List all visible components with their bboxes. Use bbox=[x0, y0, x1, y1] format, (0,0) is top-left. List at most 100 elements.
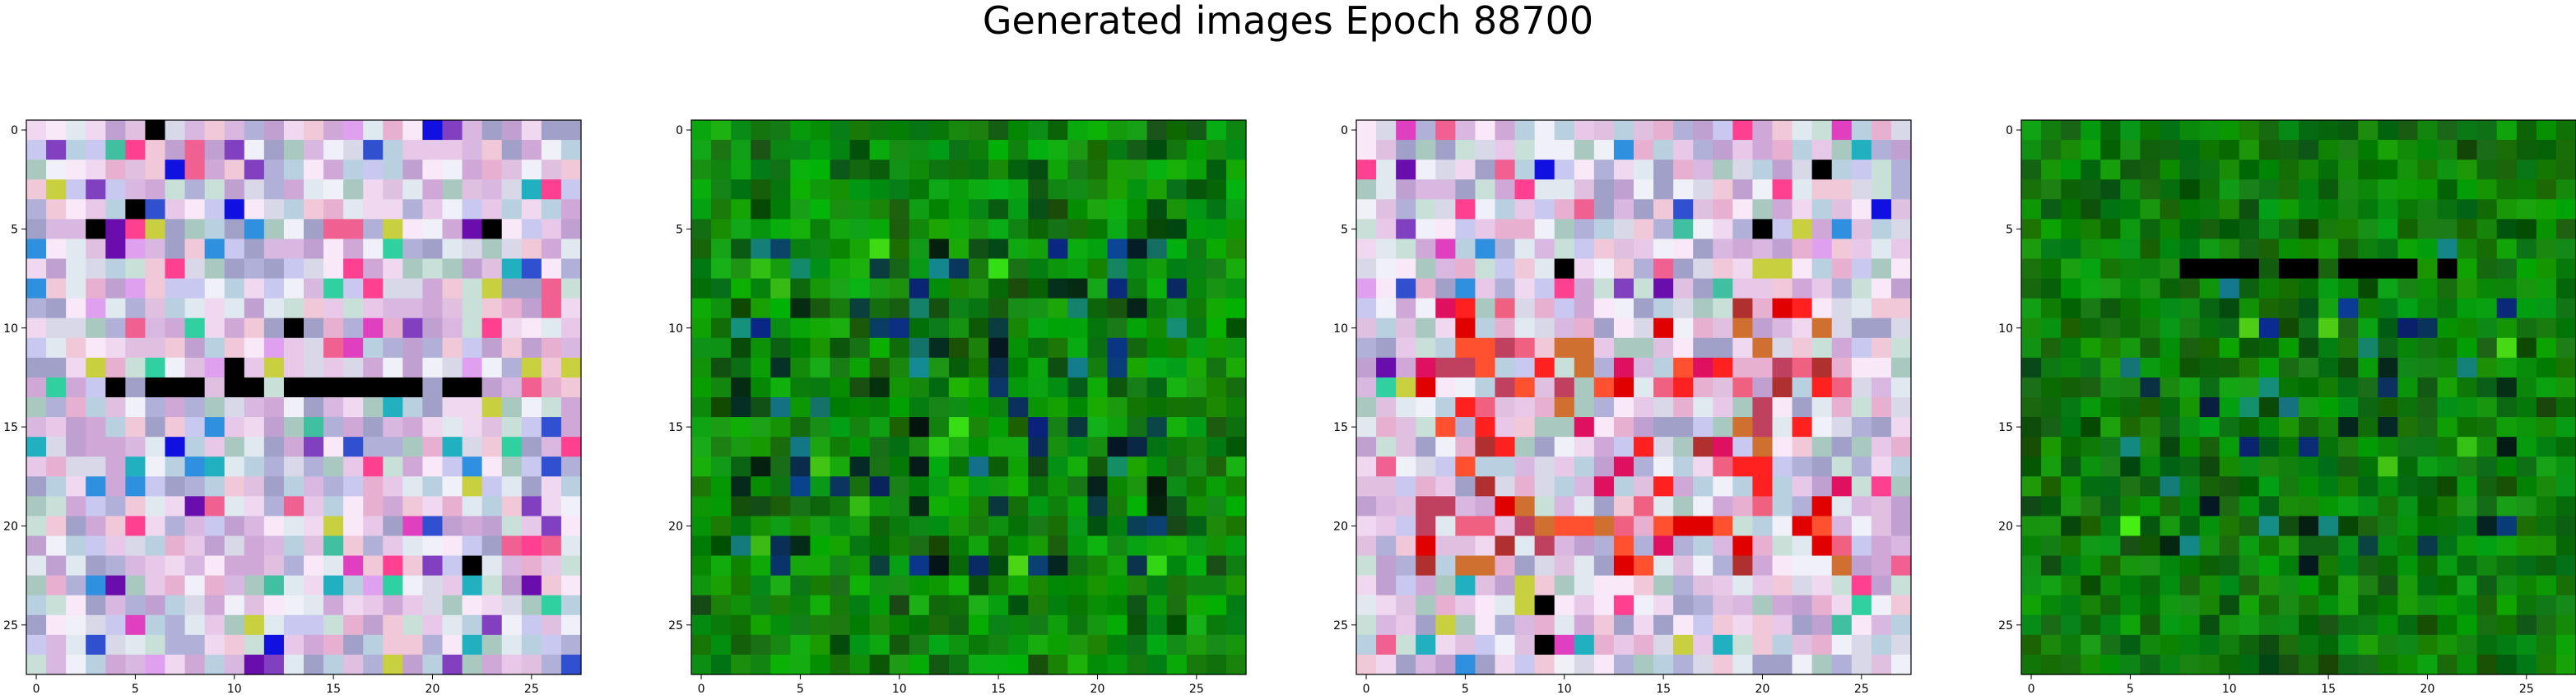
pixel-cell bbox=[481, 317, 503, 339]
pixel-cell bbox=[869, 417, 890, 438]
pixel-cell bbox=[66, 179, 86, 200]
pixel-cell bbox=[1028, 614, 1049, 636]
pixel-cell bbox=[1087, 179, 1109, 200]
pixel-cell bbox=[909, 298, 930, 319]
pixel-cell bbox=[830, 555, 851, 577]
pixel-cell bbox=[790, 555, 811, 577]
pixel-cell bbox=[2338, 555, 2359, 577]
pixel-cell bbox=[2536, 456, 2557, 477]
pixel-cell bbox=[2457, 417, 2478, 438]
pixel-cell bbox=[145, 278, 166, 299]
pixel-cell bbox=[711, 317, 732, 339]
pixel-cell bbox=[2021, 634, 2042, 656]
pixel-cell bbox=[2378, 417, 2398, 438]
pixel-cell bbox=[1146, 417, 1168, 438]
pixel-cell bbox=[2140, 437, 2161, 457]
pixel-cell bbox=[2041, 614, 2062, 636]
pixel-cell bbox=[849, 634, 871, 656]
pixel-cell bbox=[105, 476, 126, 497]
pixel-cell bbox=[889, 614, 910, 636]
pixel-cell bbox=[1186, 595, 1207, 616]
pixel-cell bbox=[1048, 160, 1068, 180]
pixel-cell bbox=[1206, 337, 1227, 359]
pixel-cell bbox=[1008, 437, 1029, 457]
pixel-cell bbox=[1534, 555, 1555, 577]
pixel-cell bbox=[691, 476, 712, 497]
pixel-cell bbox=[2239, 377, 2260, 398]
pixel-cell bbox=[2378, 535, 2398, 557]
pixel-cell bbox=[1752, 575, 1774, 596]
pixel-cell bbox=[1495, 496, 1516, 517]
pixel-cell bbox=[1554, 377, 1575, 398]
pixel-cell bbox=[46, 496, 67, 517]
x-tick-label: 0 bbox=[2028, 683, 2035, 695]
pixel-cell bbox=[2179, 595, 2201, 616]
pixel-cell bbox=[283, 397, 305, 418]
pixel-cell bbox=[1634, 417, 1654, 438]
pixel-cell bbox=[2437, 179, 2458, 200]
pixel-cell bbox=[1831, 456, 1853, 477]
pixel-cell bbox=[810, 357, 831, 378]
pixel-cell bbox=[889, 575, 910, 596]
pixel-cell bbox=[928, 258, 950, 280]
x-tick-label: 5 bbox=[132, 683, 139, 695]
pixel-cell bbox=[145, 317, 166, 339]
pixel-cell bbox=[751, 496, 771, 517]
pixel-cell bbox=[2081, 377, 2101, 398]
pixel-cell bbox=[1534, 634, 1555, 656]
pixel-cell bbox=[1008, 258, 1029, 280]
pixel-cell bbox=[1067, 278, 1089, 299]
pixel-cell bbox=[2258, 496, 2280, 517]
pixel-cell bbox=[363, 140, 384, 160]
pixel-cell bbox=[541, 614, 562, 636]
pixel-cell bbox=[751, 357, 771, 378]
pixel-cell bbox=[928, 614, 950, 636]
pixel-cell bbox=[145, 476, 166, 497]
pixel-cell bbox=[2318, 120, 2339, 141]
pixel-cell bbox=[1634, 239, 1654, 260]
pixel-cell bbox=[363, 278, 384, 299]
pixel-cell bbox=[1851, 476, 1872, 497]
pixel-cell bbox=[1495, 575, 1516, 596]
pixel-cell bbox=[1107, 575, 1128, 596]
pixel-cell bbox=[2417, 496, 2439, 517]
pixel-cell bbox=[1713, 614, 1733, 636]
pixel-cell bbox=[1772, 654, 1793, 675]
pixel-cell bbox=[560, 476, 582, 497]
pixel-cell bbox=[1634, 120, 1654, 141]
pixel-cell bbox=[46, 397, 67, 418]
pixel-cell bbox=[86, 397, 106, 418]
pixel-cell bbox=[1871, 476, 1892, 497]
pixel-cell bbox=[909, 535, 930, 557]
pixel-cell bbox=[86, 496, 106, 517]
pixel-cell bbox=[1554, 317, 1575, 339]
pixel-cell bbox=[2278, 160, 2299, 180]
pixel-cell bbox=[184, 337, 206, 359]
pixel-cell bbox=[1752, 437, 1774, 457]
pixel-cell bbox=[790, 219, 811, 240]
pixel-cell bbox=[2536, 654, 2557, 675]
pixel-cell bbox=[790, 317, 811, 339]
pixel-cell bbox=[1008, 239, 1029, 260]
pixel-cell bbox=[2397, 516, 2419, 537]
pixel-cell bbox=[1574, 555, 1595, 577]
pixel-cell bbox=[462, 437, 483, 457]
pixel-cell bbox=[1634, 614, 1654, 636]
pixel-cell bbox=[1495, 219, 1516, 240]
pixel-cell bbox=[948, 298, 969, 319]
pixel-cell bbox=[1851, 317, 1872, 339]
pixel-cell bbox=[1831, 555, 1853, 577]
pixel-cell bbox=[731, 140, 751, 160]
pixel-cell bbox=[2397, 337, 2419, 359]
pixel-cell bbox=[1752, 160, 1774, 180]
pixel-cell bbox=[2338, 160, 2359, 180]
pixel-cell bbox=[830, 614, 851, 636]
pixel-cell bbox=[1356, 575, 1377, 596]
x-tick-label: 5 bbox=[1462, 683, 1469, 695]
pixel-cell bbox=[1455, 377, 1476, 398]
pixel-cell bbox=[184, 140, 206, 160]
pixel-cell bbox=[1634, 199, 1654, 220]
pixel-cell bbox=[2536, 278, 2557, 299]
y-tick-label: 15 bbox=[3, 421, 18, 434]
pixel-cell bbox=[2258, 239, 2280, 260]
